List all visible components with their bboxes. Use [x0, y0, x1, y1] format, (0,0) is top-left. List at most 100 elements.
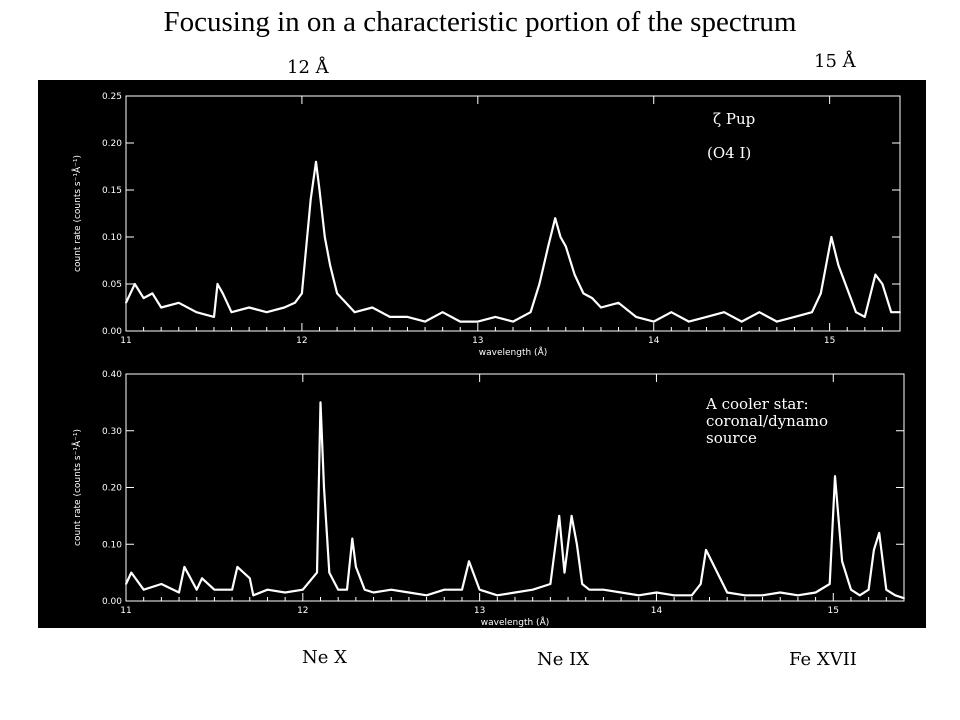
data-point [850, 588, 852, 591]
data-point [797, 594, 799, 597]
data-point [514, 591, 516, 594]
y-tick-label: 0.15 [102, 186, 122, 196]
data-point [221, 292, 224, 295]
plot-frame [125, 95, 901, 332]
y-tick-label: 0.40 [102, 370, 122, 380]
data-point [142, 297, 145, 299]
data-point [673, 594, 676, 597]
data-point [125, 301, 127, 304]
data-point [512, 320, 514, 323]
data-point [266, 588, 269, 591]
data-point [899, 311, 901, 314]
data-point [670, 311, 673, 314]
cooler-star-spectrum-panel: 0.00 0.10 0.20 0.30 0.40 11 12 13 14 15 wavelength… [38, 360, 926, 628]
data-point [468, 560, 470, 563]
data-point [318, 189, 321, 191]
data-point [328, 571, 331, 574]
data-point [351, 537, 354, 540]
data-point [726, 591, 729, 594]
data-point [133, 283, 136, 285]
star-name-label: ζ Pup [713, 110, 756, 128]
data-point [617, 301, 620, 304]
x-tick-label: 11 [120, 606, 131, 616]
data-point [834, 475, 836, 478]
data-point [873, 549, 875, 551]
data-point [582, 292, 585, 295]
data-point [814, 591, 817, 594]
data-point [441, 311, 444, 314]
data-point [841, 560, 844, 563]
x-tick-label: 11 [120, 336, 131, 346]
data-point [252, 594, 255, 597]
marker-12-angstrom: 12 Å [287, 57, 329, 78]
data-point [573, 273, 576, 276]
data-point [591, 297, 594, 299]
data-point [494, 316, 497, 318]
data-point [554, 217, 557, 220]
data-point [874, 273, 877, 276]
data-point [575, 543, 578, 546]
data-point [130, 571, 133, 574]
data-point [600, 306, 602, 309]
data-point [559, 236, 562, 238]
data-point [635, 316, 638, 318]
data-point [372, 591, 375, 594]
data-point [213, 316, 215, 318]
cooler-star-spectrum-chart: 0.00 0.10 0.20 0.30 0.40 11 12 13 14 15 wavelength… [71, 370, 905, 628]
data-point [828, 583, 831, 585]
x-axis-label: wavelength (Å) [479, 346, 547, 358]
data-point [353, 311, 356, 314]
data-point [293, 301, 296, 304]
x-tick-label: 13 [474, 606, 485, 616]
data-point [779, 591, 782, 594]
data-point [858, 594, 861, 597]
data-point [195, 311, 198, 314]
data-point [837, 264, 840, 267]
data-point [637, 594, 640, 597]
y-tick-label: 0.10 [102, 233, 122, 243]
data-point [230, 311, 233, 314]
y-tick-label: 0.00 [102, 327, 122, 337]
data-point [304, 254, 307, 257]
data-point [564, 245, 567, 248]
data-point [201, 577, 203, 580]
data-point [346, 588, 348, 591]
y-tick-label: 0.20 [102, 484, 122, 494]
data-point [655, 591, 658, 594]
data-point [406, 316, 409, 318]
data-point [236, 566, 239, 568]
data-point [388, 316, 391, 318]
data-point [195, 588, 198, 591]
data-point [793, 316, 796, 318]
data-point [855, 311, 857, 314]
data-point [213, 588, 216, 591]
data-point [265, 311, 268, 314]
data-point [354, 566, 357, 568]
data-point [620, 591, 622, 594]
data-point [811, 311, 813, 314]
data-point [758, 311, 761, 314]
data-point [337, 588, 340, 591]
x-tick-label: 14 [651, 606, 663, 616]
data-point [688, 320, 690, 323]
data-point [329, 264, 331, 267]
zeta-pup-spectrum-chart: 0.00 0.05 0.10 0.15 0.20 0.25 11 12 13 14 15 wavele… [71, 92, 901, 358]
zeta-pup-spectrum-panel: 0.00 0.05 0.10 0.15 0.20 0.25 11 12 13 14 15 wavele… [38, 80, 926, 360]
data-point [461, 588, 463, 591]
data-point [743, 594, 746, 597]
data-point [867, 588, 870, 591]
data-point [496, 594, 499, 597]
x-tick-label: 14 [648, 336, 660, 346]
data-point [319, 401, 322, 404]
data-point [425, 594, 428, 597]
data-point [371, 306, 374, 309]
ne-x-line-label: Ne X [302, 647, 347, 668]
ne-ix-line-label: Ne IX [537, 649, 590, 670]
data-point [588, 588, 591, 591]
data-point [336, 292, 338, 295]
data-point [323, 236, 326, 238]
data-point [602, 588, 605, 591]
data-point [723, 311, 725, 314]
spectrum-line [125, 160, 900, 323]
data-point [846, 287, 849, 290]
